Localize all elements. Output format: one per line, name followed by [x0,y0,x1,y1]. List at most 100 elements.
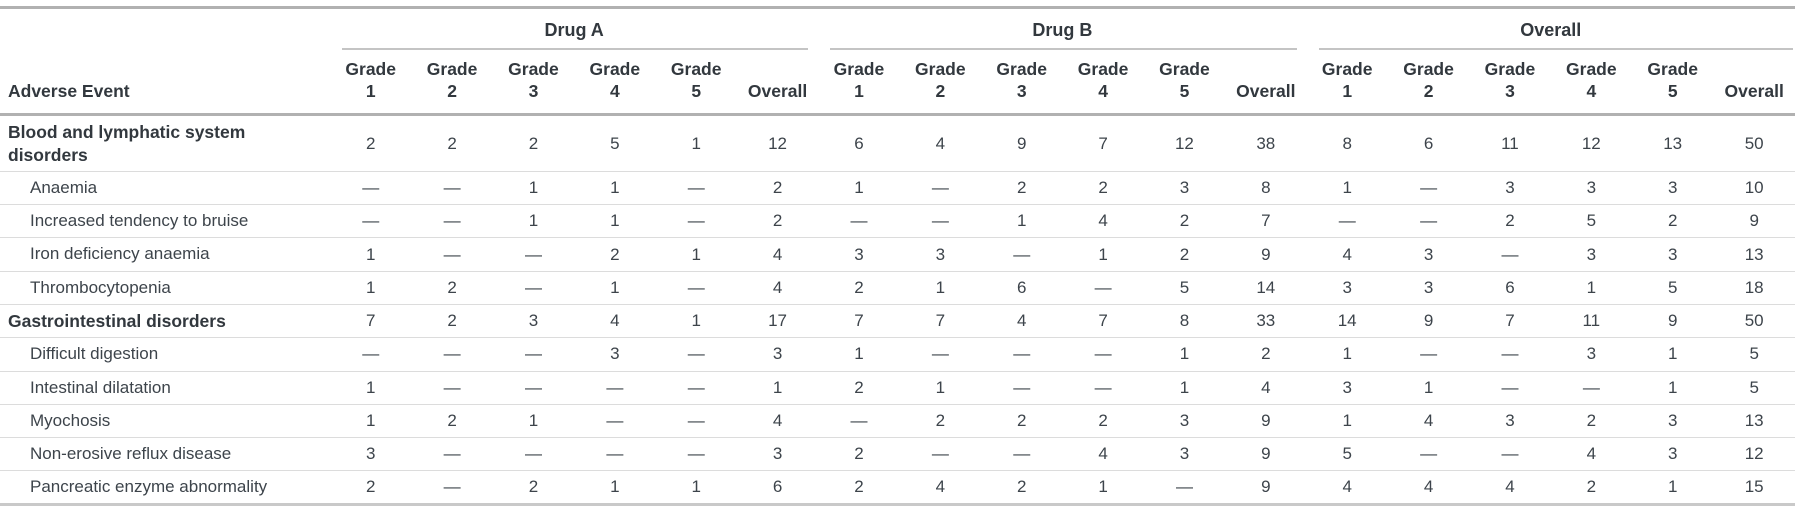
value-cell: — [1307,205,1388,238]
value-cell: — [900,338,981,371]
value-cell: 3 [1144,172,1225,205]
value-cell: 3 [1307,271,1388,304]
value-cell: — [656,437,737,470]
value-cell: 1 [493,172,574,205]
row-label-text: Intestinal dilatation [30,373,171,403]
value-cell: 2 [1551,470,1632,504]
value-cell: 2 [818,371,899,404]
value-cell: 33 [1225,304,1306,338]
value-cell: 6 [1469,271,1550,304]
group-label-drug-a: Drug A [544,20,603,40]
value-cell: 5 [1632,271,1713,304]
group-header-drug-a: Drug A [330,8,818,51]
row-label-text: Non-erosive reflux disease [30,439,231,469]
value-cell: 2 [818,470,899,504]
value-cell: 4 [737,238,818,271]
row-label-text: Iron deficiency anaemia [30,239,210,269]
value-cell: — [411,338,492,371]
value-cell: 1 [330,238,411,271]
column-header-overall: Overall [1713,50,1795,114]
value-cell: 4 [1307,238,1388,271]
value-cell: — [1469,338,1550,371]
value-cell: — [411,238,492,271]
column-header-adverse-event: Adverse Event [0,50,330,114]
value-cell: — [1062,271,1143,304]
value-cell: 5 [574,114,655,172]
value-cell: 3 [1469,404,1550,437]
value-cell: 2 [1551,404,1632,437]
value-cell: 4 [1388,470,1469,504]
row-label: Difficult digestion [0,338,330,371]
value-cell: 1 [574,470,655,504]
group-label-drug-b: Drug B [1032,20,1092,40]
value-cell: — [1062,338,1143,371]
value-cell: — [1388,437,1469,470]
value-cell: 4 [737,404,818,437]
value-cell: 3 [737,437,818,470]
value-cell: 6 [981,271,1062,304]
value-cell: 1 [656,238,737,271]
value-cell: 1 [1307,338,1388,371]
value-cell: — [981,338,1062,371]
value-cell: 3 [493,304,574,338]
value-cell: 17 [737,304,818,338]
value-cell: 3 [818,238,899,271]
value-cell: 1 [1062,470,1143,504]
value-cell: — [900,437,981,470]
value-cell: 3 [1144,404,1225,437]
group-header-row: Drug A Drug B Overall [0,8,1795,51]
row-label-text: Anaemia [30,173,97,203]
value-cell: 3 [737,338,818,371]
value-cell: 6 [1388,114,1469,172]
value-cell: 3 [330,437,411,470]
value-cell: — [493,371,574,404]
value-cell: 8 [1307,114,1388,172]
value-cell: 7 [1469,304,1550,338]
value-cell: — [411,205,492,238]
value-cell: 1 [656,114,737,172]
row-label: Myochosis [0,404,330,437]
value-cell: 4 [1469,470,1550,504]
value-cell: — [411,437,492,470]
value-cell: 1 [818,172,899,205]
value-cell: 2 [411,114,492,172]
value-cell: 3 [1551,238,1632,271]
value-cell: 2 [1225,338,1306,371]
value-cell: — [656,205,737,238]
value-cell: 2 [737,205,818,238]
value-cell: — [411,371,492,404]
row-label: Thrombocytopenia [0,271,330,304]
value-cell: — [1388,338,1469,371]
value-cell: 2 [1062,172,1143,205]
value-cell: 1 [1632,371,1713,404]
adverse-events-table: Drug A Drug B Overall Adverse Event Grad… [0,6,1795,506]
value-cell: 3 [1632,238,1713,271]
value-cell: — [1469,238,1550,271]
value-cell: 2 [330,470,411,504]
value-cell: 1 [330,371,411,404]
column-header-overall: Overall [1225,50,1306,114]
value-cell: 6 [737,470,818,504]
value-cell: — [493,238,574,271]
value-cell: 2 [330,114,411,172]
table-header: Drug A Drug B Overall Adverse Event Grad… [0,8,1795,115]
value-cell: 12 [737,114,818,172]
value-cell: 12 [1144,114,1225,172]
value-cell: — [818,404,899,437]
value-cell: 1 [1307,404,1388,437]
value-cell: 4 [737,271,818,304]
row-label: Pancreatic enzyme abnormality [0,470,330,504]
value-cell: 4 [1062,437,1143,470]
value-cell: — [493,338,574,371]
value-cell: 3 [1632,437,1713,470]
value-cell: 1 [981,205,1062,238]
value-cell: — [900,205,981,238]
value-cell: 1 [656,470,737,504]
